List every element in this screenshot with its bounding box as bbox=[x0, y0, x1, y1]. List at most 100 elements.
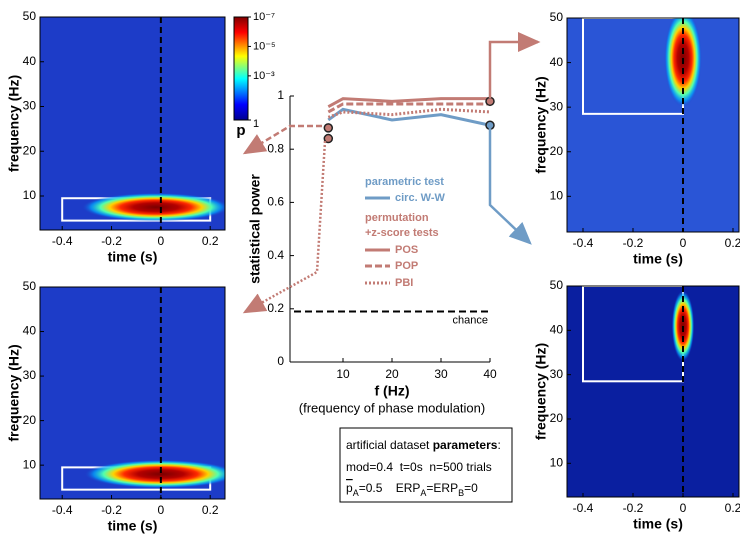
box bbox=[339, 427, 513, 503]
text: =0.5 ERP bbox=[359, 481, 421, 495]
series-line bbox=[327, 107, 491, 127]
heatmap-panel: -0.4 -0.2 0 0.2 10 20 30 40 50 time (s) frequency … bbox=[6, 279, 226, 534]
x-axis-note: (frequency of phase modulation) bbox=[299, 400, 485, 415]
legend-label: POP bbox=[395, 260, 418, 272]
x-tick-label: 30 bbox=[434, 367, 448, 381]
y-tick-label: 0.8 bbox=[267, 141, 284, 155]
highlight-point bbox=[323, 133, 334, 144]
chance-label: chance bbox=[453, 314, 488, 326]
heatmap-panel: -0.4 -0.2 0 0.2 10 20 30 40 50 time (s) frequency … bbox=[533, 278, 740, 532]
y-tick-label: 50 bbox=[550, 278, 564, 292]
x-tick-label: 20 bbox=[385, 367, 399, 381]
connectors bbox=[242, 32, 541, 314]
x-tick-label: 0 bbox=[680, 501, 687, 515]
y-axis-label: frequency (Hz) bbox=[533, 76, 549, 173]
x-tick-label: 0 bbox=[158, 503, 165, 517]
param-line: artificial dataset parameters: bbox=[346, 438, 501, 452]
x-tick-label: 0 bbox=[680, 236, 687, 250]
heatmap-background bbox=[567, 286, 739, 497]
x-tick-label: -0.2 bbox=[623, 236, 644, 250]
arrow bbox=[488, 128, 532, 245]
x-tick-label: 0.2 bbox=[725, 501, 740, 515]
y-tick-label: 10 bbox=[23, 457, 37, 471]
legend-title: parametric test bbox=[365, 176, 444, 188]
plot-area bbox=[40, 287, 225, 499]
colorbar bbox=[233, 16, 249, 121]
text: parameters bbox=[433, 438, 498, 452]
y-tick-label: 0.2 bbox=[267, 301, 284, 315]
frame bbox=[39, 286, 226, 500]
y-tick-label: 30 bbox=[23, 368, 37, 382]
y-tick-label: 0.4 bbox=[267, 248, 284, 262]
y-tick-label: 40 bbox=[23, 324, 37, 338]
y-tick-label: 0.6 bbox=[267, 195, 284, 209]
y-axis-label: frequency (Hz) bbox=[6, 75, 22, 172]
text: =ERP bbox=[426, 481, 458, 495]
y-tick-label: 20 bbox=[550, 411, 564, 425]
param-line: pA=0.5 ERPA=ERPB=0 bbox=[346, 481, 478, 498]
legend-title: +z-score tests bbox=[365, 227, 439, 239]
text: artificial dataset bbox=[346, 438, 433, 452]
y-axis-label: frequency (Hz) bbox=[6, 344, 22, 441]
text: : bbox=[497, 438, 500, 452]
y-tick-label: 20 bbox=[550, 144, 564, 158]
y-tick-label: 50 bbox=[23, 279, 37, 293]
x-tick-label: 0 bbox=[158, 234, 165, 248]
heatmap-panel: -0.4 -0.2 0 0.2 10 20 30 40 50 time (s) frequency … bbox=[6, 9, 276, 265]
param-line: mod=0.4 t=0s n=500 trials bbox=[346, 460, 492, 474]
y-tick-label: 1 bbox=[277, 88, 284, 102]
y-tick-label: 40 bbox=[23, 54, 37, 68]
x-tick-label: -0.4 bbox=[52, 503, 73, 517]
x-axis-label: f (Hz) bbox=[375, 383, 410, 399]
x-axis-label: time (s) bbox=[633, 516, 683, 532]
x-tick-label: 0.2 bbox=[202, 503, 219, 517]
y-axis-label: statistical power bbox=[247, 174, 263, 284]
legend-label: PBI bbox=[395, 277, 413, 289]
legend-label: POS bbox=[395, 244, 418, 256]
x-axis-label: time (s) bbox=[633, 251, 683, 267]
y-tick-label: 30 bbox=[23, 99, 37, 113]
x-axis-label: time (s) bbox=[108, 518, 158, 534]
series-line bbox=[327, 97, 490, 108]
text: B bbox=[458, 488, 464, 498]
activation-blob bbox=[84, 459, 225, 489]
heatmap-background bbox=[567, 18, 739, 232]
y-tick-label: 30 bbox=[550, 99, 564, 113]
arrow bbox=[242, 124, 322, 155]
legend-label: circ. W-W bbox=[395, 192, 446, 204]
y-tick-label: 50 bbox=[23, 9, 37, 23]
y-tick-label: 50 bbox=[550, 10, 564, 24]
text: A bbox=[353, 488, 359, 498]
text: p bbox=[346, 481, 353, 495]
plot-area bbox=[567, 18, 739, 232]
line-chart: 0 0.2 0.4 0.6 0.8 1 10 20 30 40 chance parametric t… bbox=[247, 88, 497, 415]
frame bbox=[39, 16, 226, 231]
series-line bbox=[327, 102, 490, 114]
parameters-box: artificial dataset parameters: mod=0.4 t… bbox=[339, 427, 513, 503]
y-tick-label: 10 bbox=[550, 189, 564, 203]
y-tick-label: 10 bbox=[550, 455, 564, 469]
x-tick-label: -0.2 bbox=[101, 234, 122, 248]
colorbar-tick-label: 10⁻⁵ bbox=[253, 40, 276, 52]
activation-blob bbox=[671, 290, 695, 362]
y-tick-label: 30 bbox=[550, 367, 564, 381]
colorbar-tick-label: 1 bbox=[253, 118, 259, 130]
x-tick-label: -0.4 bbox=[52, 234, 73, 248]
text: A bbox=[420, 488, 426, 498]
series-line bbox=[327, 107, 491, 119]
frame bbox=[566, 17, 740, 233]
x-tick-label: 0.2 bbox=[725, 236, 740, 250]
y-tick-label: 40 bbox=[550, 55, 564, 69]
y-tick-label: 20 bbox=[23, 143, 37, 157]
activation-blob bbox=[81, 192, 225, 222]
y-tick-label: 10 bbox=[23, 188, 37, 202]
frame bbox=[566, 285, 740, 498]
highlight-point bbox=[485, 96, 495, 107]
text: =0 bbox=[464, 481, 478, 495]
plot-area bbox=[40, 17, 225, 230]
plot-area bbox=[567, 286, 739, 497]
arrow bbox=[488, 32, 541, 98]
x-tick-label: 10 bbox=[336, 367, 350, 381]
